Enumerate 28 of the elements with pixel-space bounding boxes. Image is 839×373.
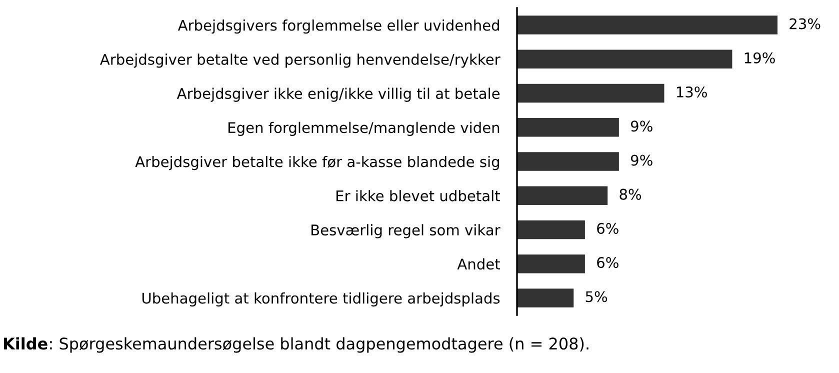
bar — [517, 118, 619, 137]
data-label: 9% — [630, 120, 652, 132]
data-label: 23% — [790, 18, 820, 30]
y-tick-label: Egen forglemmelse/manglende viden — [228, 122, 500, 136]
bar — [517, 152, 619, 171]
y-tick-label: Arbejdsgiver ikke enig/ikke villig til at betale — [176, 88, 500, 102]
data-label: 6% — [597, 257, 618, 268]
data-label: 6% — [597, 222, 618, 234]
text: Kilde: Spørgeskemaundersøgelse blandt dagpengemodtagere (n = 208). — [4, 337, 588, 353]
bar — [517, 50, 732, 69]
bar — [517, 254, 585, 274]
data-label: 13% — [676, 86, 707, 98]
y-tick-label: Besværlig regel som vikar — [312, 224, 500, 238]
y-tick-label: Er ikke blevet udbetalt — [336, 190, 500, 202]
bar — [517, 186, 608, 205]
data-label: 9% — [630, 154, 652, 166]
y-tick-label: Andet — [457, 258, 500, 270]
bar — [517, 16, 778, 34]
data-label: 19% — [744, 52, 775, 64]
data-label: 8% — [620, 188, 642, 200]
data-label: 5% — [586, 291, 608, 302]
y-tick-label: Arbejdsgivers forglemmelse eller uvidenhed — [178, 20, 499, 34]
bar — [517, 220, 585, 240]
bar — [517, 288, 574, 308]
y-tick-label: Arbejdsgiver betalte ved personlig henvendelse/rykker — [100, 54, 500, 68]
y-tick-label: Arbejdsgiver betalte ikke før a-kasse blandede sig — [135, 156, 500, 170]
y-tick-label: Ubehageligt at konfrontere tidligere arbejdsplads — [142, 292, 500, 307]
bar — [517, 84, 664, 103]
